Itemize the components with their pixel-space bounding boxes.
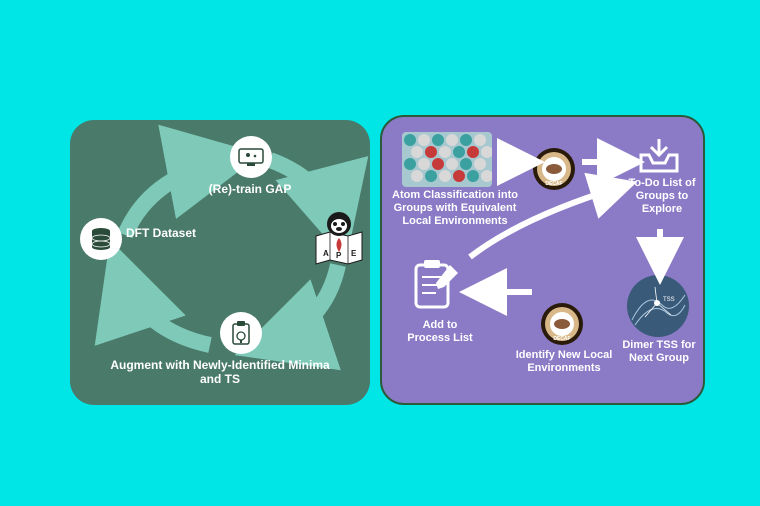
svg-text:A: A	[323, 249, 329, 258]
svg-text:E: E	[351, 249, 357, 258]
dft-dataset-label: DFT Dataset	[126, 226, 216, 240]
augment-label: Augment with Newly-Identified Minima and…	[100, 358, 340, 387]
dft-dataset-icon	[80, 218, 122, 260]
right-arrows	[382, 117, 707, 407]
right-process-panel: Atom Classification into Groups with Equ…	[380, 115, 705, 405]
retrain-gap-icon	[230, 136, 272, 178]
svg-text:P: P	[336, 251, 342, 260]
augment-icon	[220, 312, 262, 354]
left-cycle-panel: (Re)-train GAP DFT Dataset A P E	[70, 120, 370, 405]
retrain-gap-label: (Re)-train GAP	[190, 182, 310, 196]
ape-icon: A P E	[308, 208, 370, 270]
